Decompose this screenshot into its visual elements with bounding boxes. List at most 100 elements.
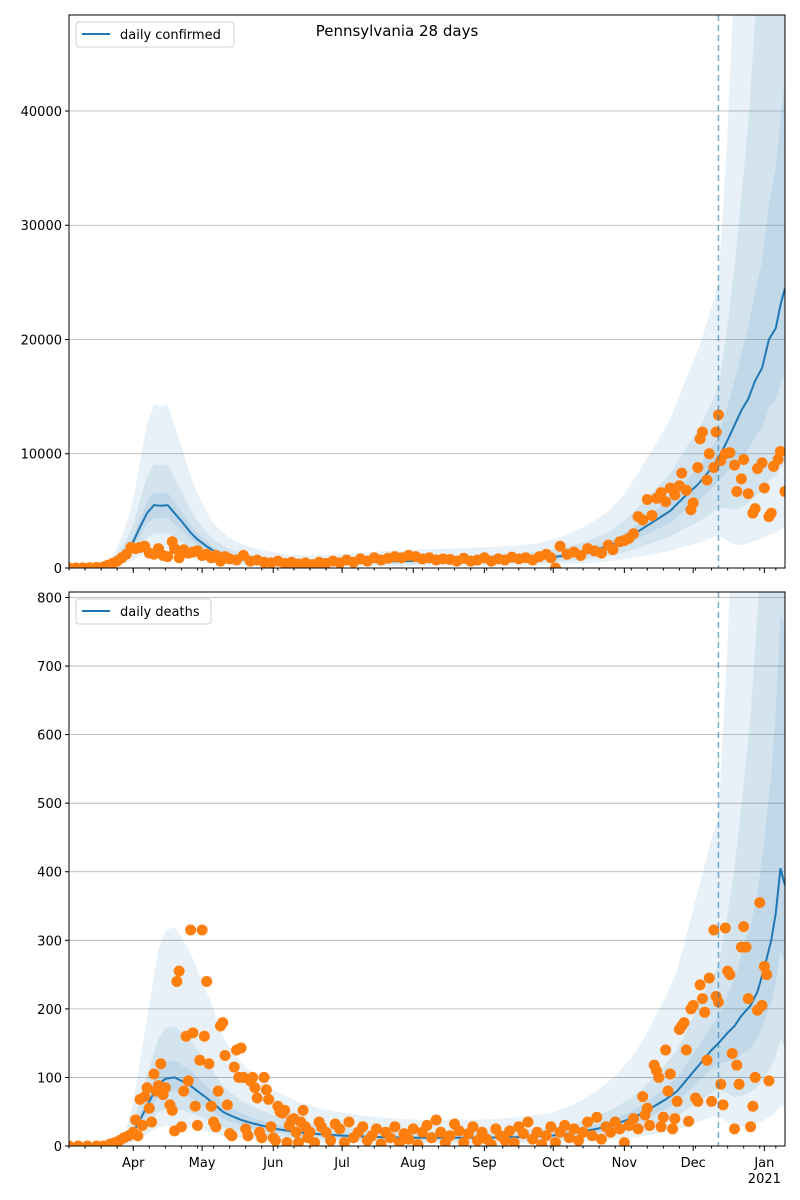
observed-point (309, 1137, 321, 1146)
observed-point (710, 426, 722, 438)
observed-point (701, 474, 713, 486)
observed-point (607, 544, 619, 556)
observed-point (228, 1061, 240, 1073)
observed-point (219, 1049, 231, 1061)
y-tick-label: 40000 (21, 105, 62, 120)
deaths-panel: 0 100 200 300 400 500 600 700 800 Apr May Jun Jul Aug… (37, 591, 786, 1187)
chart-title: Pennsylvania 28 days (316, 22, 479, 40)
observed-point (146, 1116, 158, 1128)
observed-point (605, 1126, 617, 1138)
observed-point (724, 447, 736, 459)
observed-point (738, 921, 750, 933)
observed-point (669, 489, 681, 501)
observed-point (763, 1075, 775, 1087)
observed-point (568, 1123, 580, 1135)
observed-point (169, 543, 181, 555)
observed-point (774, 445, 785, 457)
observed-point (696, 993, 708, 1005)
observed-point (173, 552, 185, 564)
observed-point (453, 1125, 465, 1137)
observed-point (655, 487, 667, 499)
observed-point (761, 969, 773, 981)
observed-point (173, 965, 185, 977)
observed-point (694, 979, 706, 991)
observed-point (582, 1116, 594, 1128)
observed-point (155, 1058, 167, 1070)
observed-point (657, 1111, 669, 1123)
observed-point (641, 493, 653, 505)
observed-point (749, 1071, 761, 1083)
observed-point (742, 488, 754, 500)
x-tick-label: Jan (753, 1156, 774, 1171)
observed-point (595, 1133, 607, 1145)
observed-point (637, 514, 649, 526)
uncertainty-band-middle (69, 15, 785, 568)
x-tick-label: Sep (472, 1156, 497, 1171)
observed-point (403, 1133, 415, 1145)
observed-point (646, 509, 658, 521)
observed-point (779, 485, 785, 497)
observed-point (270, 1135, 282, 1146)
observed-point (371, 1123, 383, 1135)
observed-point (550, 562, 562, 568)
observed-point (738, 453, 750, 465)
observed-point (235, 1042, 247, 1054)
observed-point (499, 1135, 511, 1146)
observed-point (375, 1138, 387, 1146)
observed-point (334, 1123, 346, 1135)
axes-frame (68, 591, 786, 1147)
observed-point (586, 1130, 598, 1142)
y-tick-label: 300 (37, 934, 62, 949)
uncertainty-band-outer (69, 15, 785, 568)
observed-point (692, 461, 704, 473)
plot-area (69, 15, 785, 568)
observed-point (132, 1130, 144, 1142)
observed-point (221, 1099, 233, 1111)
observed-point (444, 1130, 456, 1142)
observed-point (182, 1075, 194, 1087)
observed-point (628, 1113, 640, 1125)
observed-point (614, 1123, 626, 1135)
observed-point (508, 1137, 520, 1146)
observed-point (696, 426, 708, 438)
observed-point (247, 1071, 259, 1083)
x-tick-label: Aug (401, 1156, 426, 1171)
plot-area (69, 592, 785, 1146)
observed-point (258, 1071, 270, 1083)
observed-point (412, 1139, 424, 1146)
observed-point (667, 1123, 679, 1135)
observed-point (708, 924, 720, 936)
observed-point (357, 1121, 369, 1133)
observed-point (595, 547, 607, 559)
observed-point (189, 1100, 201, 1112)
observed-point (384, 1132, 396, 1144)
legend-label: daily deaths (120, 605, 200, 620)
observed-point (669, 1113, 681, 1125)
observed-point (292, 1137, 304, 1146)
observed-point (618, 1137, 630, 1146)
observed-point (471, 1135, 483, 1146)
observed-point (281, 1137, 293, 1146)
observed-point (754, 897, 766, 909)
observed-point (575, 549, 587, 561)
axes-frame (68, 14, 786, 569)
observed-point (159, 1082, 171, 1094)
observed-point (162, 551, 174, 563)
observed-point (263, 1093, 275, 1105)
observed-point (745, 1121, 757, 1133)
observed-point (680, 484, 692, 496)
observed-point (485, 1139, 497, 1146)
x-tick-label: Nov (612, 1156, 638, 1171)
observed-point (540, 1130, 552, 1142)
observed-point (706, 1095, 718, 1107)
observed-point (171, 975, 183, 987)
x-tick-label: Jul (333, 1156, 350, 1171)
observed-point (72, 1140, 84, 1146)
y-tick-label: 700 (37, 660, 62, 675)
observed-point (139, 1091, 151, 1103)
observed-point (591, 1111, 603, 1123)
y-tick-label: 200 (37, 1003, 62, 1018)
legend-label: daily confirmed (120, 28, 221, 43)
observed-point (136, 1119, 148, 1131)
